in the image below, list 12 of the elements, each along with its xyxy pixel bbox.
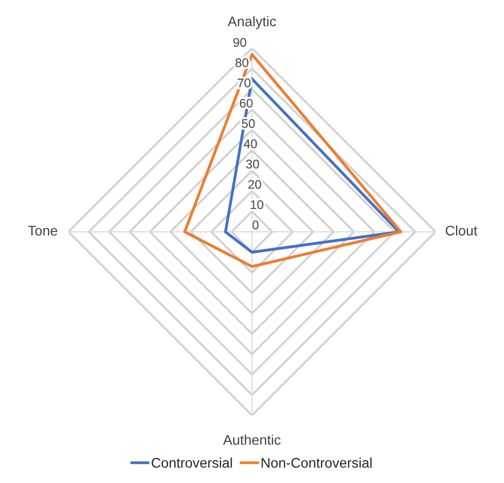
y-tick-label: 20 [248,180,262,189]
spoke-label: Tone [28,226,58,236]
legend-label: Controversial [152,458,232,468]
y-tick-label: 40 [244,139,257,148]
y-tick-label: 10 [250,200,264,210]
spoke-label: Authentic [223,434,281,445]
y-tick-label: 30 [246,160,260,169]
y-tick-label: 90 [233,38,246,47]
y-tick-label: 0 [252,220,258,230]
spoke-label: Clout [446,225,478,236]
legend-label: Non-Controversial [262,458,372,468]
spoke-label: Analytic [228,16,276,30]
